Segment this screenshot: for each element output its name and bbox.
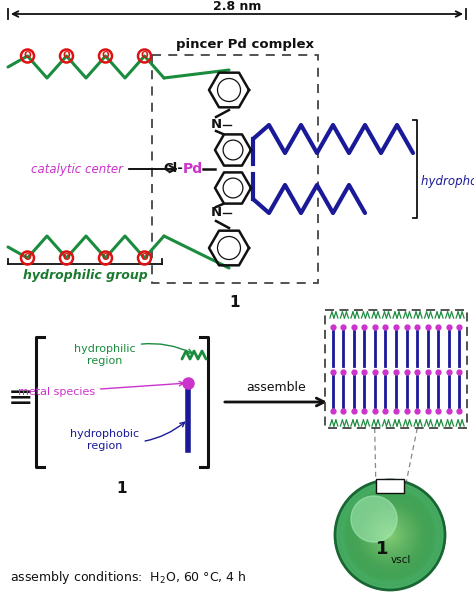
Circle shape bbox=[355, 500, 425, 570]
Text: ≡: ≡ bbox=[8, 384, 34, 413]
Text: metal species: metal species bbox=[18, 381, 184, 397]
Circle shape bbox=[374, 519, 405, 550]
Circle shape bbox=[386, 531, 394, 540]
Text: O: O bbox=[24, 52, 31, 60]
Circle shape bbox=[367, 512, 413, 558]
Text: catalytic center: catalytic center bbox=[31, 162, 123, 176]
Circle shape bbox=[379, 524, 401, 546]
Circle shape bbox=[356, 501, 424, 569]
Text: 1: 1 bbox=[230, 295, 240, 310]
Circle shape bbox=[348, 493, 432, 577]
Text: 2.8 nm: 2.8 nm bbox=[213, 0, 261, 13]
Circle shape bbox=[338, 483, 442, 586]
Circle shape bbox=[359, 504, 421, 566]
Circle shape bbox=[351, 496, 397, 542]
Circle shape bbox=[369, 514, 411, 556]
Circle shape bbox=[387, 532, 393, 538]
Circle shape bbox=[368, 513, 412, 557]
Circle shape bbox=[337, 482, 443, 588]
Text: O: O bbox=[101, 253, 109, 263]
Circle shape bbox=[383, 527, 398, 543]
Circle shape bbox=[366, 511, 414, 559]
Circle shape bbox=[358, 503, 422, 567]
Circle shape bbox=[347, 492, 433, 578]
Circle shape bbox=[373, 518, 408, 553]
Circle shape bbox=[360, 505, 419, 565]
Circle shape bbox=[370, 515, 410, 555]
Text: O: O bbox=[63, 52, 70, 60]
Circle shape bbox=[350, 495, 429, 575]
Circle shape bbox=[354, 499, 426, 571]
Text: vscl: vscl bbox=[391, 555, 411, 565]
Text: $\mathbf{1}$: $\mathbf{1}$ bbox=[375, 540, 388, 558]
Circle shape bbox=[378, 523, 402, 547]
Text: O: O bbox=[63, 253, 70, 263]
Circle shape bbox=[361, 506, 419, 563]
Circle shape bbox=[374, 518, 407, 551]
Circle shape bbox=[388, 533, 392, 537]
Text: Cl-: Cl- bbox=[163, 162, 183, 176]
Text: N: N bbox=[210, 119, 221, 132]
Circle shape bbox=[340, 486, 439, 585]
Text: hydrophilic
region: hydrophilic region bbox=[74, 343, 192, 366]
Text: hydrophilic group: hydrophilic group bbox=[23, 269, 147, 282]
Text: N: N bbox=[210, 206, 221, 219]
Bar bbox=[325, 310, 467, 428]
Circle shape bbox=[364, 509, 416, 562]
Circle shape bbox=[336, 481, 444, 589]
Text: Pd: Pd bbox=[183, 162, 203, 176]
Circle shape bbox=[365, 510, 415, 560]
Bar bbox=[376, 479, 404, 493]
Circle shape bbox=[345, 490, 435, 580]
Bar bbox=[152, 55, 318, 283]
Circle shape bbox=[371, 517, 409, 554]
Text: assemble: assemble bbox=[246, 381, 306, 394]
Circle shape bbox=[389, 534, 391, 536]
Circle shape bbox=[344, 489, 436, 581]
Text: pincer Pd complex: pincer Pd complex bbox=[176, 38, 314, 51]
Text: hydrophobic
region: hydrophobic region bbox=[71, 422, 185, 451]
Circle shape bbox=[380, 525, 400, 545]
Text: O: O bbox=[101, 52, 109, 60]
Circle shape bbox=[357, 502, 423, 568]
Text: O: O bbox=[24, 253, 31, 263]
Circle shape bbox=[339, 484, 441, 586]
Circle shape bbox=[349, 495, 431, 576]
Circle shape bbox=[335, 480, 445, 590]
Circle shape bbox=[363, 508, 418, 563]
Circle shape bbox=[352, 496, 428, 573]
Circle shape bbox=[342, 487, 438, 584]
Circle shape bbox=[346, 491, 434, 579]
Text: assembly conditions:  H$_2$O, 60 °C, 4 h: assembly conditions: H$_2$O, 60 °C, 4 h bbox=[10, 569, 246, 586]
Text: hydrophobic group: hydrophobic group bbox=[421, 174, 474, 187]
Circle shape bbox=[353, 498, 428, 572]
Circle shape bbox=[335, 480, 445, 590]
Circle shape bbox=[381, 526, 399, 544]
Circle shape bbox=[384, 530, 395, 540]
Circle shape bbox=[343, 487, 438, 582]
Text: O: O bbox=[141, 52, 148, 60]
Circle shape bbox=[376, 521, 404, 549]
Circle shape bbox=[377, 522, 403, 548]
Circle shape bbox=[383, 528, 397, 541]
Text: 1: 1 bbox=[117, 481, 127, 496]
Text: O: O bbox=[141, 253, 148, 263]
